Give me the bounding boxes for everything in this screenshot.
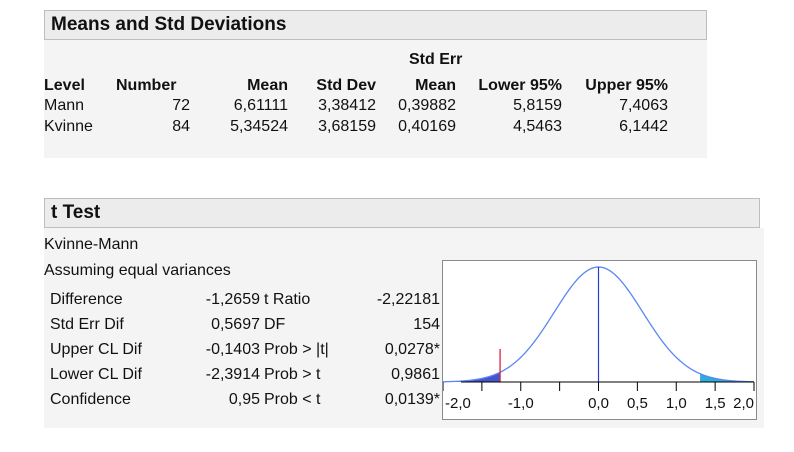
- ttest-assumption: Assuming equal variances: [44, 262, 231, 279]
- cell-mean: 5,34524: [230, 117, 288, 135]
- x-tick-label: -2,0: [445, 395, 471, 412]
- col-header-std-err-mean: Mean: [415, 77, 456, 94]
- x-tick-label: 1,5: [705, 395, 726, 412]
- ttest-row-value: 0,5697: [211, 316, 260, 333]
- ttest-row-label: Confidence: [50, 391, 131, 408]
- table-row: Kvinne 84 5,34524 3,68159 0,40169 4,5463…: [44, 116, 668, 137]
- col-header-number: Number: [116, 77, 177, 94]
- ttest-row: Confidence 0,95 Prob < t 0,0139*: [0, 388, 440, 412]
- cell-upper-95: 6,1442: [619, 117, 668, 135]
- x-tick-label: 1,0: [666, 395, 687, 412]
- ttest-row-stat-value: 0,0278*: [384, 341, 440, 358]
- x-tick-label: 0,0: [588, 395, 609, 412]
- cell-std-dev: 3,38412: [318, 96, 376, 114]
- ttest-row-stat-value: 154: [413, 316, 440, 333]
- cell-std-err-mean: 0,39882: [398, 96, 456, 114]
- cell-std-dev: 3,68159: [318, 117, 376, 135]
- means-table: Level Number Mean Std Dev Mean Lower 95%…: [44, 74, 668, 137]
- ttest-row: Std Err Dif 0,5697 DF 154: [0, 313, 440, 337]
- ttest-row-stat-label: Prob > |t|: [264, 341, 329, 358]
- cell-mean: 6,61111: [233, 96, 288, 114]
- cell-lower-95: 4,5463: [513, 117, 562, 135]
- ttest-row-stat-value: -2,22181: [376, 291, 440, 308]
- x-tick-label: -1,0: [508, 395, 534, 412]
- cell-number: 84: [172, 117, 190, 135]
- ttest-row-value: 0,95: [228, 391, 260, 408]
- ttest-row-value: -0,1403: [205, 341, 260, 358]
- col-header-mean: Mean: [247, 77, 288, 94]
- ttest-row-label: Difference: [50, 291, 123, 308]
- left-tail-area: [443, 372, 501, 382]
- ttest-row-value: -1,2659: [205, 291, 260, 308]
- col-header-level: Level: [44, 77, 85, 94]
- ttest-row-label: Lower CL Dif: [50, 366, 142, 383]
- cell-level: Kvinne: [44, 117, 93, 135]
- ttest-panel-header[interactable]: t Test: [44, 198, 760, 228]
- col-header-lower-95: Lower 95%: [478, 77, 562, 94]
- ttest-row-label: Std Err Dif: [50, 316, 124, 333]
- ttest-row-stat-label: Prob < t: [264, 391, 321, 408]
- ttest-subtitle: Kvinne-Mann: [44, 236, 139, 253]
- right-tail-area: [700, 373, 754, 382]
- cell-std-err-mean: 0,40169: [398, 117, 456, 135]
- col-header-upper-95: Upper 95%: [585, 77, 668, 94]
- cell-lower-95: 5,8159: [513, 96, 562, 114]
- means-panel-header[interactable]: Means and Std Deviations: [44, 10, 707, 40]
- ttest-row: Upper CL Dif -0,1403 Prob > |t| 0,0278*: [0, 338, 440, 362]
- ttest-row-stat-label: DF: [264, 316, 286, 333]
- ttest-row-value: -2,3914: [205, 366, 260, 383]
- ttest-row-stat-value: 0,9861: [391, 366, 440, 383]
- means-panel-background: [44, 40, 707, 158]
- ttest-row-stat-label: t Ratio: [264, 291, 311, 308]
- col-header-std-dev: Std Dev: [316, 77, 376, 94]
- cell-number: 72: [172, 96, 190, 114]
- ttest-row-label: Upper CL Dif: [50, 341, 142, 358]
- cell-upper-95: 7,4063: [619, 96, 668, 114]
- means-panel-title: Means and Std Deviations: [51, 14, 287, 35]
- cell-level: Mann: [44, 96, 85, 114]
- x-tick-label: 0,5: [627, 395, 648, 412]
- means-table-header-row: Level Number Mean Std Dev Mean Lower 95%…: [44, 74, 668, 95]
- ttest-row-stat-label: Prob > t: [264, 366, 321, 383]
- x-tick-label: 2,0: [733, 395, 754, 412]
- t-distribution-plot: -2,0 -1,0 0,0 0,5 1,0 1,5 2,0: [443, 266, 755, 412]
- ttest-row-stat-value: 0,0139*: [384, 391, 440, 408]
- std-err-header: Std Err: [409, 51, 463, 68]
- t-distribution-chart: -2,0 -1,0 0,0 0,5 1,0 1,5 2,0: [442, 260, 757, 420]
- table-row: Mann 72 6,61111 3,38412 0,39882 5,8159 7…: [44, 95, 668, 116]
- ttest-panel-title: t Test: [51, 202, 101, 223]
- ttest-row: Difference -1,2659 t Ratio -2,22181: [0, 288, 440, 312]
- ttest-row: Lower CL Dif -2,3914 Prob > t 0,9861: [0, 363, 440, 387]
